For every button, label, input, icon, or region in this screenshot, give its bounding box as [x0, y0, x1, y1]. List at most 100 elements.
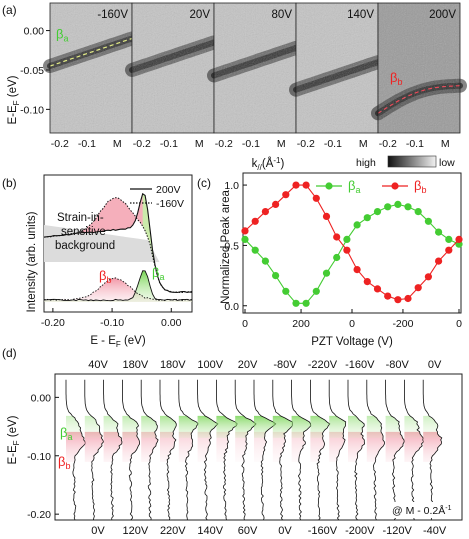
edc-curve-10 — [253, 379, 277, 521]
panel-a-xtick-label: -0.2 — [297, 138, 315, 150]
chart-frame — [242, 172, 462, 314]
data-point — [424, 217, 432, 225]
top-voltage-label: -80V — [273, 359, 297, 371]
legend-label-beta-a: βa — [348, 178, 361, 195]
top-voltage-label: -80V — [386, 359, 410, 371]
edc-line — [291, 379, 312, 521]
edc-beta-a-fill — [348, 415, 365, 438]
extracted-beta-a-curve — [43, 270, 193, 302]
edc-beta-a-fill — [216, 415, 238, 438]
edc-beta-a-fill — [404, 415, 424, 438]
data-point — [322, 269, 331, 277]
data-point — [445, 246, 453, 254]
edc-line — [103, 379, 123, 521]
panel-a-xtick-label: -0.1 — [324, 138, 342, 150]
data-point — [282, 287, 290, 295]
panel-a-xtick-label: M — [359, 138, 368, 150]
edc-beta-a-fill — [103, 415, 122, 438]
panel-d-edc-stack — [65, 379, 443, 521]
data-point — [424, 273, 432, 281]
arpes-map-0: -160V-0.2 -0.1 Mβa — [43, 2, 139, 150]
edc-beta-b-fill — [103, 431, 122, 462]
panel-d-bottom-voltages: 0V 120V 220V 140V 60V 0V -160V -200V -120V -40V — [91, 525, 447, 537]
bottom-voltage-label: 120V — [123, 525, 149, 537]
edc-curve-16 — [366, 379, 385, 521]
edc-line — [140, 379, 159, 521]
data-point — [261, 208, 269, 216]
chart-ylabel: Normalized Peak area — [220, 190, 232, 304]
edc-line — [310, 379, 331, 521]
edc-beta-a-fill — [66, 415, 84, 438]
edc-beta-a-fill — [366, 415, 384, 438]
bottom-voltage-label: 140V — [197, 525, 223, 537]
edc-beta-b-fill — [66, 431, 86, 462]
panel-d-top-voltages: 40V 180V 180V 100V 20V -80V -220V -160V -80V 0V — [88, 359, 442, 371]
data-point — [455, 235, 463, 243]
top-voltage-label: 20V — [238, 359, 258, 371]
legend-label-m160v: -160V — [156, 198, 184, 210]
edc-beta-a-fill — [329, 415, 346, 438]
edc-curve-12 — [291, 379, 312, 521]
data-point — [292, 181, 300, 189]
panel-a-xtick-label: -0.2 — [51, 138, 69, 150]
bottom-voltage-label: -200V — [345, 525, 375, 537]
panel-b-xticks: -0.20 -0.10 0.00 — [41, 308, 182, 329]
data-point — [394, 200, 402, 208]
bottom-voltage-label: 0V — [91, 525, 105, 537]
edc-curve-7 — [197, 379, 219, 521]
arpes-map-noise — [214, 3, 296, 133]
panel-a-xtick-label: -0.2 — [215, 138, 233, 150]
panel-a-xtick-label: -0.2 — [133, 138, 151, 150]
edc-curve-14 — [328, 379, 347, 521]
chart-xlabel: PZT Voltage (V) — [311, 336, 393, 348]
edc-beta-b-fill — [178, 431, 193, 462]
data-point — [333, 233, 341, 241]
series-beta-b — [241, 181, 463, 304]
data-point — [261, 257, 269, 265]
edc-beta-a-fill — [84, 415, 103, 438]
data-point — [312, 287, 320, 295]
edc-200v-curve — [43, 192, 193, 294]
chart-xtick-label: 0 — [242, 318, 248, 330]
edc-line — [216, 379, 238, 521]
edc-line — [422, 379, 443, 521]
edc-beta-a-fill — [178, 415, 199, 438]
data-point — [322, 212, 331, 220]
edc-beta-b-fill — [141, 431, 159, 462]
edc-curve-11 — [272, 379, 293, 521]
chart-ytick-label: 0.5 — [224, 240, 239, 252]
data-point — [404, 294, 412, 303]
arpes-voltage-label: 80V — [272, 9, 293, 21]
data-point — [251, 217, 259, 225]
chart-plot-area: 0.0 0.5 1.0 0 200 0 -200 0 — [224, 180, 463, 330]
edc-line — [404, 379, 424, 521]
colorbar — [387, 155, 437, 168]
data-point — [302, 299, 310, 307]
arpes-voltage-label: -160V — [97, 9, 128, 21]
edc-curve-15 — [347, 379, 366, 521]
data-point — [414, 208, 422, 216]
edc-line — [366, 379, 385, 521]
panel-a-xtick-label: M — [277, 138, 286, 150]
data-point — [272, 200, 280, 208]
chart-ytick-label: 0.0 — [224, 301, 239, 313]
data-point — [384, 292, 392, 300]
data-point — [282, 191, 290, 199]
arpes-map-noise — [132, 3, 214, 133]
edc-line — [65, 379, 86, 521]
panel-a-label: (a) — [2, 3, 17, 17]
edc-line — [347, 379, 366, 521]
edc-beta-a-fill — [197, 415, 218, 438]
data-point — [241, 235, 249, 243]
edc-beta-b-fill — [366, 431, 385, 462]
panel-d-yticks: 0.00 -0.10 -0.20 — [27, 392, 59, 521]
series-beta-a — [241, 200, 463, 307]
bottom-voltage-label: 220V — [160, 525, 186, 537]
panel-a-ytick-label: -0.05 — [20, 65, 44, 77]
beta-b-difference-fill — [81, 193, 151, 245]
data-point — [435, 257, 443, 265]
edc-line — [84, 379, 104, 521]
arpes-map-noise — [50, 3, 132, 133]
panel-b-xlabel: E - EF (eV) — [90, 335, 146, 349]
